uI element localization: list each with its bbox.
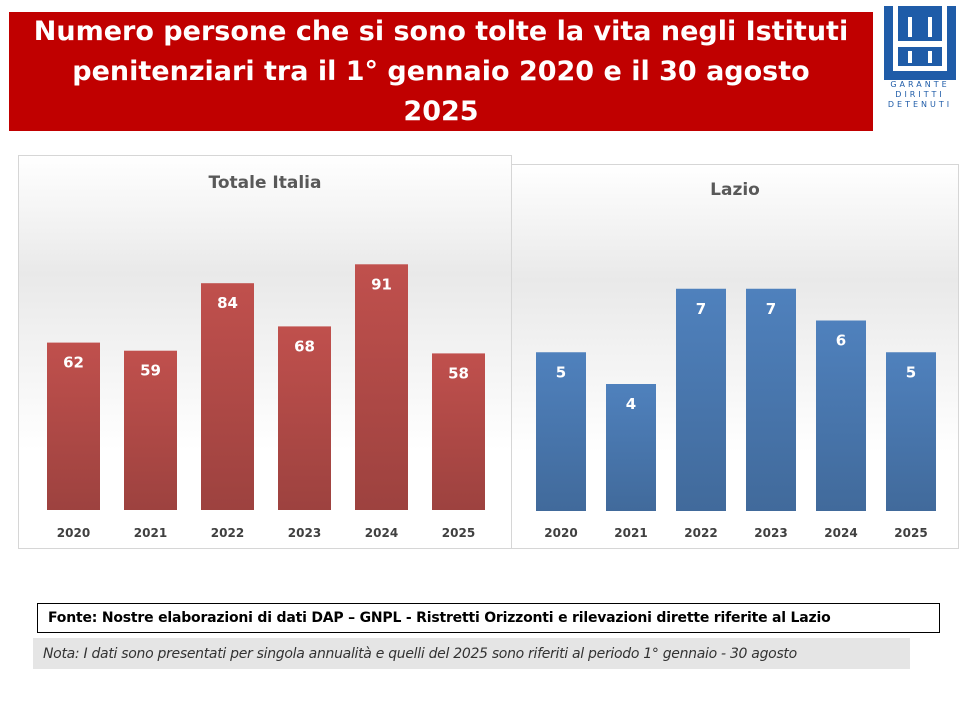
data-label-lazio-2021: 4 [626, 395, 636, 413]
source-note: Fonte: Nostre elaborazioni di dati DAP –… [37, 603, 940, 633]
data-label-italia-2022: 84 [217, 294, 238, 312]
tick-label-italia-2025: 2025 [442, 526, 475, 540]
title-banner: Numero persone che si sono tolte la vita… [9, 12, 873, 131]
data-label-lazio-2020: 5 [556, 363, 566, 381]
page-title: Numero persone che si sono tolte la vita… [33, 15, 849, 127]
tick-label-lazio-2023: 2023 [754, 526, 787, 540]
chart-italia: 62 2020 59 2021 84 2022 68 2023 91 2024 58 2025 [47, 264, 485, 540]
logo-line-3: DETENUTI [887, 100, 953, 109]
data-label-lazio-2025: 5 [906, 363, 916, 381]
bar-lazio-2021 [606, 384, 656, 511]
bar-italia-2021 [124, 350, 177, 510]
tick-label-italia-2024: 2024 [365, 526, 398, 540]
bar-lazio-2024 [816, 320, 866, 511]
bar-italia-2025 [432, 353, 485, 510]
chart-panel-italia: Totale Italia 62 2020 59 2021 84 2022 68 2023 91… [18, 155, 512, 549]
bar-italia-2022 [201, 283, 254, 510]
tick-label-lazio-2020: 2020 [544, 526, 577, 540]
tick-label-italia-2023: 2023 [288, 526, 321, 540]
tick-label-italia-2022: 2022 [211, 526, 244, 540]
bar-lazio-2023 [746, 288, 796, 511]
data-label-italia-2024: 91 [371, 275, 392, 293]
chart-title-italia: Totale Italia [208, 173, 322, 193]
bar-italia-2023 [278, 326, 331, 510]
chart-panel-lazio: Lazio 5 2020 4 2021 7 2022 7 2023 6 2024 5 2025 [511, 164, 959, 549]
tick-label-italia-2020: 2020 [57, 526, 90, 540]
data-label-italia-2023: 68 [294, 337, 315, 355]
tick-label-lazio-2022: 2022 [684, 526, 717, 540]
bar-lazio-2025 [886, 352, 936, 511]
bar-italia-2020 [47, 342, 100, 510]
data-label-lazio-2024: 6 [836, 332, 846, 350]
tick-label-lazio-2021: 2021 [614, 526, 647, 540]
chart-lazio: 5 2020 4 2021 7 2022 7 2023 6 2024 5 2025 [536, 288, 936, 540]
tick-label-lazio-2024: 2024 [824, 526, 857, 540]
data-label-italia-2021: 59 [140, 362, 161, 380]
footnote: Nota: I dati sono presentati per singola… [33, 638, 910, 669]
garante-logo-icon [884, 6, 956, 80]
chart-title-lazio: Lazio [710, 180, 760, 200]
data-label-italia-2020: 62 [63, 354, 84, 372]
data-label-lazio-2023: 7 [766, 300, 776, 318]
tick-label-italia-2021: 2021 [134, 526, 167, 540]
data-label-lazio-2022: 7 [696, 300, 706, 318]
bar-lazio-2022 [676, 288, 726, 511]
data-label-italia-2025: 58 [448, 364, 469, 382]
tick-label-lazio-2025: 2025 [894, 526, 927, 540]
logo-line-2: DIRITTI [895, 90, 945, 99]
bar-lazio-2020 [536, 352, 586, 511]
logo-line-1: GARANTE [890, 80, 950, 89]
bar-italia-2024 [355, 264, 408, 510]
